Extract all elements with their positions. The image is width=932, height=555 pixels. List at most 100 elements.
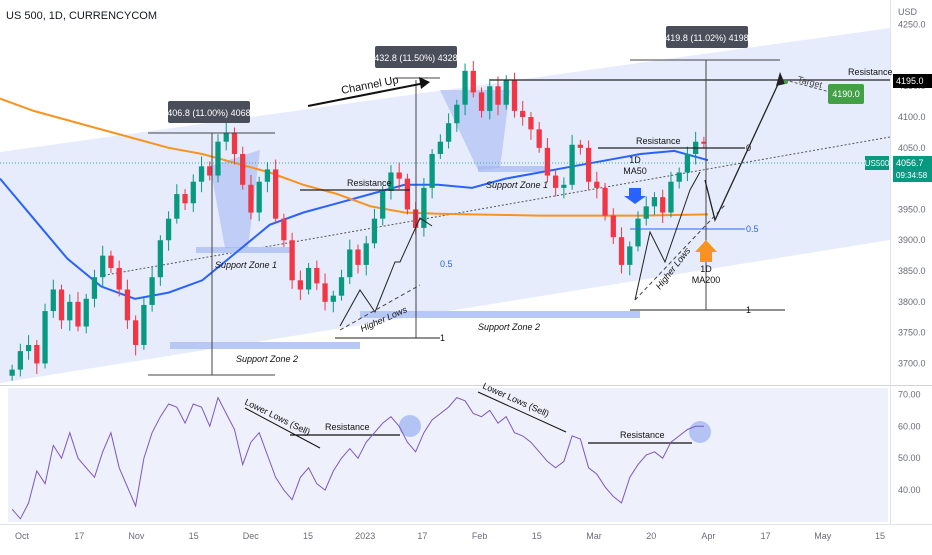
x-tick-label: 17: [417, 531, 427, 541]
candle-body: [165, 218, 172, 241]
y-axis-unit: USD: [898, 7, 918, 17]
rsi-tick-label: 70.00: [898, 389, 921, 399]
candle-body: [487, 86, 493, 111]
x-tick-label: Apr: [701, 531, 715, 541]
candle-body: [108, 255, 114, 268]
candle-body: [289, 240, 295, 281]
ma200-arrow-icon: [695, 240, 717, 262]
support-zone-1a: [196, 247, 292, 253]
fib-05-left-label: 0.5: [440, 259, 453, 269]
candle-body: [190, 181, 196, 204]
target-price-tag: [828, 84, 864, 104]
x-tick-label: Dec: [243, 531, 260, 541]
rsi-tick-label: 50.00: [898, 453, 921, 463]
ma200-label-line1: 1D: [700, 264, 712, 274]
candle-body: [25, 344, 32, 352]
fib-0-label: 0: [746, 143, 751, 153]
candle-body: [462, 70, 468, 105]
candle-body: [347, 249, 353, 278]
resistance-label-left: Resistance: [347, 178, 392, 188]
candle-body: [602, 187, 608, 216]
target-dot: [784, 80, 788, 84]
rsi-lower-lows-left-line: [244, 407, 321, 449]
candle-body: [561, 184, 567, 188]
candle-body: [198, 166, 205, 182]
measure-label-2: 432.8 (11.50%) 4328: [374, 53, 457, 63]
candle-body: [149, 277, 155, 305]
candle-body: [9, 369, 15, 376]
candle-body: [297, 280, 303, 290]
ma50-label-line1: 1D: [629, 155, 641, 165]
resistance-label-top: Resistance: [848, 67, 893, 77]
target-line: [784, 79, 831, 93]
candle-body: [174, 194, 180, 219]
candle-body: [553, 175, 559, 188]
ma50-label-line2: MA50: [623, 166, 647, 176]
candle-body: [660, 197, 666, 213]
x-tick-label: Mar: [586, 531, 602, 541]
candle-body: [116, 267, 122, 290]
ma200-label-line2: MA200: [692, 275, 721, 285]
higher-lows-wave-2: [634, 171, 701, 301]
candle-body: [627, 246, 633, 265]
candle-body: [34, 344, 40, 364]
resistance-label-right: Resistance: [636, 136, 681, 146]
candle-body: [330, 295, 336, 302]
symbol-tag-label: US500: [865, 159, 890, 168]
candle-body: [42, 311, 48, 364]
x-tick-label: 2023: [355, 531, 375, 541]
candle-body: [701, 141, 707, 144]
x-tick-label: Feb: [472, 531, 488, 541]
measure-label-3: 419.8 (11.02%) 4198: [665, 33, 748, 43]
rsi-layer: [11, 396, 704, 520]
resistance-price-value: 4195.0: [896, 76, 924, 86]
support-zone-2b: [360, 311, 640, 318]
candle-body: [380, 190, 386, 219]
candle-body: [83, 298, 89, 327]
candle-body: [635, 218, 641, 247]
candle-body: [676, 172, 682, 182]
candle-body: [668, 181, 674, 213]
candle-body: [133, 320, 139, 345]
x-tick-label: 17: [761, 531, 771, 541]
candle-body: [503, 80, 509, 105]
candle-body: [618, 237, 625, 265]
channel-up-arrowhead: [419, 77, 430, 89]
y-tick-label: 3700.0: [898, 358, 926, 368]
candle-body: [157, 240, 163, 278]
rsi-band: [8, 388, 888, 522]
candle-body: [520, 110, 526, 118]
x-tick-label: 15: [532, 531, 542, 541]
rsi-resistance-left-label: Resistance: [325, 422, 370, 432]
support-zone-2a-label: Support Zone 2: [236, 354, 298, 364]
candle-body: [594, 181, 600, 188]
candle-body: [437, 141, 443, 154]
candle-body: [182, 194, 188, 204]
rsi-highlight-2: [689, 421, 711, 443]
y-tick-label: 4250.0: [898, 20, 926, 30]
projection-path: [704, 79, 781, 222]
support-zone-2b-label: Support Zone 2: [478, 322, 540, 332]
candle-body: [240, 154, 246, 185]
candle-body: [124, 289, 131, 321]
x-tick-label: Oct: [15, 531, 30, 541]
candle-body: [338, 277, 345, 296]
support-zone-1b: [478, 166, 550, 172]
candle-body: [17, 351, 23, 370]
measure-box-3: [666, 26, 748, 48]
higher-lows-trend-2: [634, 204, 726, 301]
candle-body: [396, 172, 402, 179]
y-tick-label: 4100.0: [898, 112, 926, 122]
candle-body: [371, 218, 378, 244]
last-price-tag: [893, 156, 932, 182]
rsi-line: [11, 396, 704, 520]
rsi-resistance-right-label: Resistance: [620, 430, 665, 440]
candle-body: [141, 304, 147, 345]
chart-title: US 500, 1D, CURRENCYCOM: [6, 10, 157, 22]
candle-body: [215, 141, 221, 176]
candle-body: [355, 249, 361, 265]
support-zone-1a-label: Support Zone 1: [215, 260, 277, 270]
candle-body: [248, 184, 254, 213]
